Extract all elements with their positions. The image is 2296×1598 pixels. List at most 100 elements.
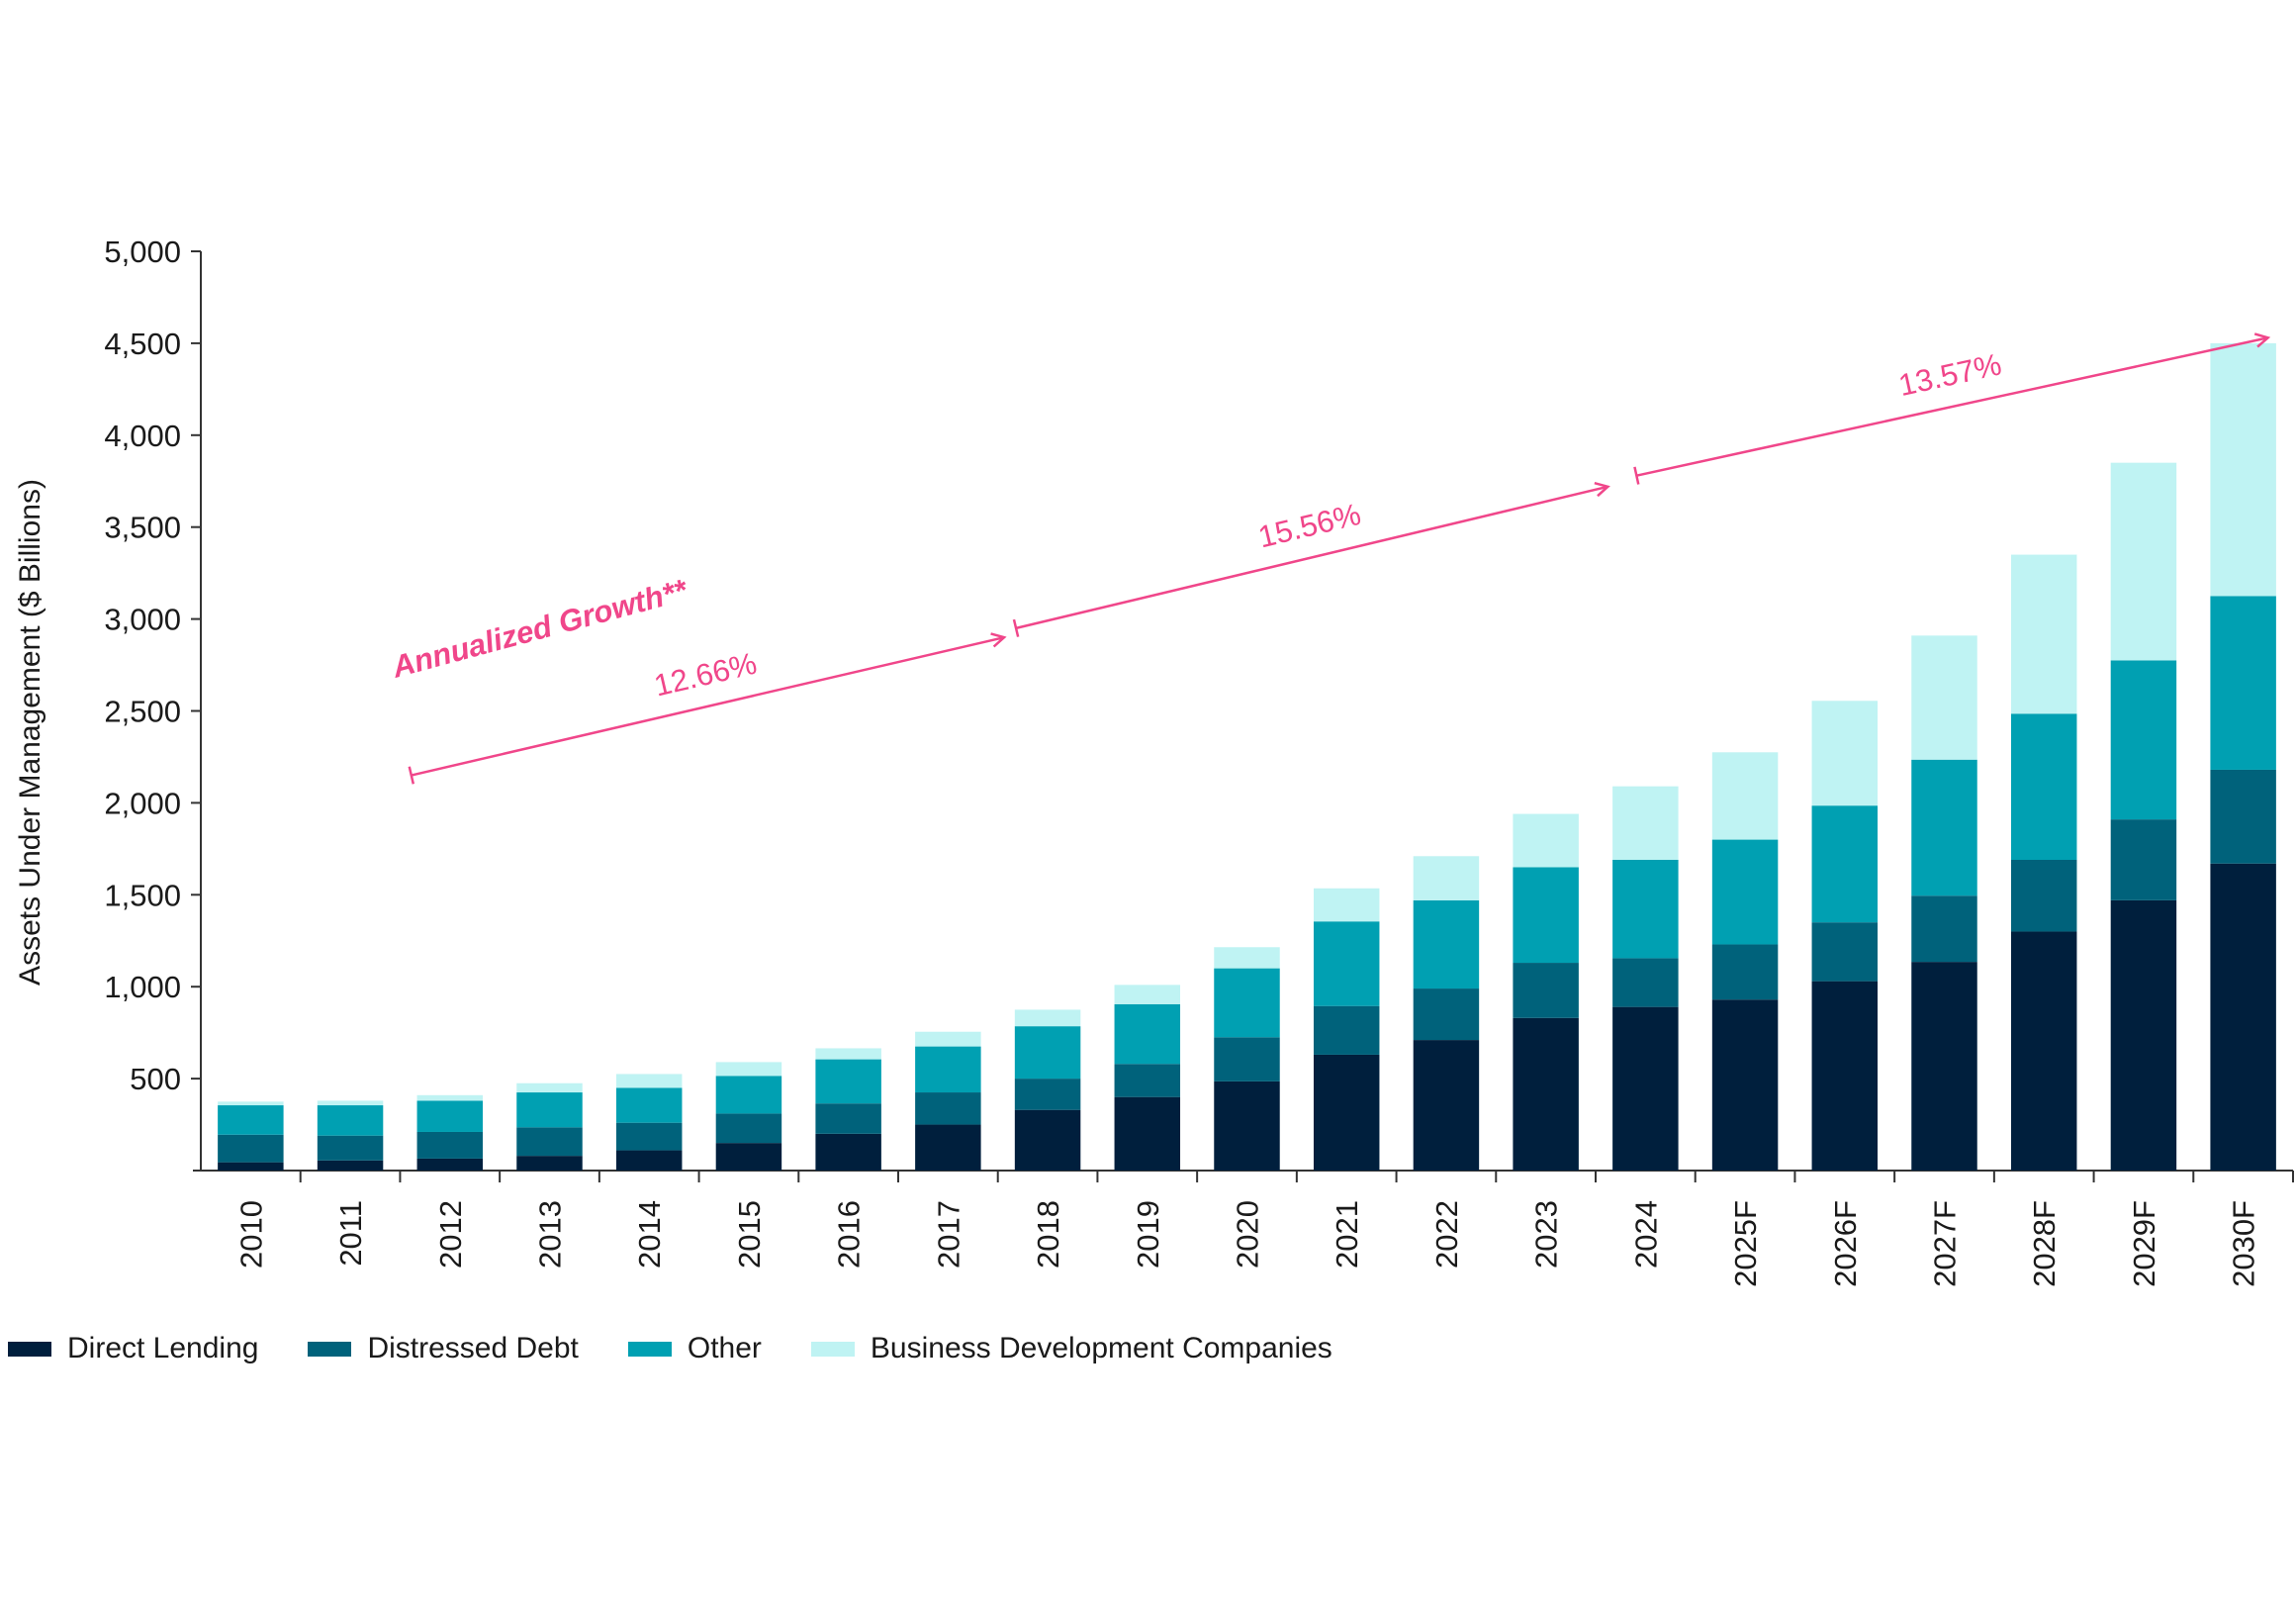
bar-segment-business-development-companies xyxy=(915,1031,981,1047)
bar-segment-business-development-companies xyxy=(416,1094,484,1101)
x-tick-label: 2021 xyxy=(1330,1200,1364,1269)
x-tick-label: 2015 xyxy=(732,1200,767,1269)
y-tick-label: 4,500 xyxy=(104,327,181,361)
bar-segment-distressed-debt xyxy=(218,1134,284,1163)
bar-segment-distressed-debt xyxy=(1513,963,1579,1018)
bar-segment-distressed-debt xyxy=(1413,988,1480,1041)
bar-segment-distressed-debt xyxy=(1612,958,1679,1007)
bar-segment-business-development-companies xyxy=(516,1082,583,1093)
legend-swatch xyxy=(8,1341,51,1357)
bar-segment-other xyxy=(2210,596,2276,770)
bar-segment-other xyxy=(615,1087,683,1123)
legend-label: Business Development Companies xyxy=(870,1332,1332,1364)
bar-segment-direct-lending xyxy=(516,1156,583,1171)
x-tick-label: 2028F xyxy=(2027,1200,2062,1287)
bar-segment-other xyxy=(416,1100,484,1132)
x-tick-label: 2017 xyxy=(931,1200,965,1269)
bar-segment-other xyxy=(2010,713,2077,860)
bar-segment-other xyxy=(1214,968,1280,1038)
bar-segment-distressed-debt xyxy=(2210,769,2276,864)
bar-segment-distressed-debt xyxy=(2110,819,2177,900)
bar-segment-other xyxy=(1811,805,1879,923)
bar-segment-business-development-companies xyxy=(1413,856,1480,900)
x-tick-label: 2030F xyxy=(2227,1200,2261,1287)
bar-segment-direct-lending xyxy=(715,1143,782,1171)
growth-annotations: 12.66% 15.56% 13.57% xyxy=(408,332,2271,785)
bar-segment-business-development-companies xyxy=(2110,462,2177,661)
x-axis-tick-labels: 2010 2011 2012 2013 2014 2015 2016 2017 2018 2019… xyxy=(233,1171,2294,1287)
bar-segment-other xyxy=(1711,839,1779,945)
legend-swatch xyxy=(810,1341,855,1357)
bar-segment-business-development-companies xyxy=(1214,947,1280,969)
bar-segment-business-development-companies xyxy=(615,1074,683,1088)
x-tick-label: 2012 xyxy=(433,1200,468,1269)
legend-item: Distressed Debt xyxy=(308,1332,579,1365)
bar-segment-other xyxy=(1313,921,1380,1006)
x-tick-label: 2029F xyxy=(2127,1200,2161,1287)
bar-segment-distressed-debt xyxy=(815,1103,881,1134)
x-tick-label: 2024 xyxy=(1628,1200,1663,1269)
bar-segment-direct-lending xyxy=(2210,863,2276,1171)
bar-segment-direct-lending xyxy=(815,1133,881,1171)
bar-segment-distressed-debt xyxy=(1811,922,1879,982)
x-tick-label: 2025F xyxy=(1728,1200,1763,1287)
growth-rate-label: 12.66% xyxy=(651,646,760,704)
x-tick-label: 2026F xyxy=(1828,1200,1863,1287)
bar-segment-other xyxy=(1612,859,1679,959)
bar-segment-other xyxy=(1911,759,1977,896)
growth-arrow-3: 13.57% xyxy=(1633,332,2271,485)
bar-segment-business-development-companies xyxy=(715,1062,782,1077)
bar-segment-other xyxy=(218,1105,284,1135)
bar-segment-direct-lending xyxy=(915,1124,981,1171)
x-tick-label: 2020 xyxy=(1231,1200,1265,1269)
bar-segment-business-development-companies xyxy=(2210,342,2276,597)
bars xyxy=(218,342,2276,1171)
bar-segment-direct-lending xyxy=(416,1158,484,1171)
bar-segment-distressed-debt xyxy=(1214,1037,1280,1081)
y-tick-label: 2,000 xyxy=(104,786,181,820)
bar-segment-business-development-companies xyxy=(1014,1009,1081,1027)
bar-segment-direct-lending xyxy=(1811,981,1879,1171)
bar-segment-other xyxy=(915,1046,981,1093)
x-tick-label: 2023 xyxy=(1529,1200,1564,1269)
growth-rate-label: 15.56% xyxy=(1255,497,1364,554)
bar-segment-direct-lending xyxy=(1612,1006,1679,1171)
bar-segment-other xyxy=(317,1105,384,1136)
bar-segment-direct-lending xyxy=(317,1160,384,1171)
bar-segment-distressed-debt xyxy=(615,1122,683,1151)
bar-segment-business-development-companies xyxy=(1513,813,1579,868)
bar-segment-business-development-companies xyxy=(1711,752,1779,840)
bar-segment-business-development-companies xyxy=(218,1101,284,1106)
bar-segment-direct-lending xyxy=(1114,1096,1181,1171)
bar-segment-direct-lending xyxy=(1413,1040,1480,1171)
bar-segment-distressed-debt xyxy=(2010,859,2077,932)
x-tick-label: 2011 xyxy=(333,1200,368,1267)
bar-segment-business-development-companies xyxy=(2010,554,2077,714)
bar-segment-other xyxy=(1413,899,1480,989)
bar-segment-direct-lending xyxy=(1513,1017,1579,1171)
bar-segment-other xyxy=(2110,660,2177,820)
bar-segment-distressed-debt xyxy=(317,1135,384,1161)
bar-segment-direct-lending xyxy=(615,1150,683,1171)
bar-segment-distressed-debt xyxy=(416,1131,484,1159)
legend-swatch xyxy=(627,1341,672,1357)
bar-segment-direct-lending xyxy=(2110,899,2177,1171)
legend-label: Other xyxy=(687,1332,762,1364)
y-tick-label: 3,000 xyxy=(104,603,181,637)
bar-segment-other xyxy=(815,1059,881,1104)
bar-segment-business-development-companies xyxy=(1811,701,1879,806)
bar-segment-direct-lending xyxy=(1911,962,1977,1171)
bar-segment-other xyxy=(1513,867,1579,964)
x-tick-label: 2014 xyxy=(632,1200,667,1269)
growth-rate-label: 13.57% xyxy=(1895,346,2004,403)
bar-segment-distressed-debt xyxy=(1014,1079,1081,1110)
y-tick-label: 5,000 xyxy=(104,235,181,269)
y-tick-label: 500 xyxy=(130,1062,181,1096)
bar-segment-other xyxy=(1014,1026,1081,1080)
legend-item: Other xyxy=(627,1332,762,1365)
bar-segment-business-development-companies xyxy=(815,1048,881,1060)
bar-segment-business-development-companies xyxy=(1313,888,1380,922)
bar-segment-business-development-companies xyxy=(1612,786,1679,860)
bar-segment-business-development-companies xyxy=(1114,985,1181,1004)
